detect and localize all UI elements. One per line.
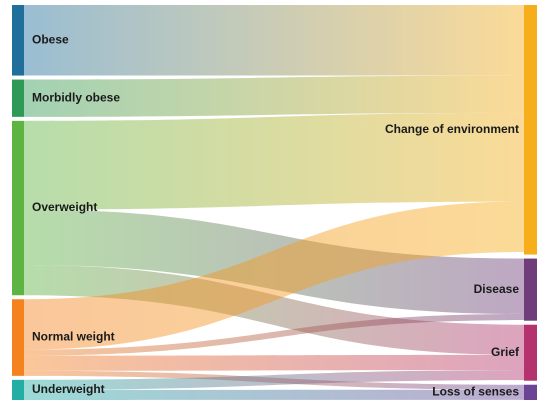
- label-loss-of-senses: Loss of senses: [432, 385, 519, 399]
- sankey-nodes: [12, 5, 537, 400]
- label-disease: Disease: [474, 282, 520, 296]
- link-overweight-to-grief: [24, 264, 524, 355]
- node-grief: [524, 324, 537, 381]
- label-underweight: Underweight: [32, 382, 105, 396]
- label-grief: Grief: [491, 345, 520, 359]
- node-underweight: [12, 379, 24, 400]
- node-obese: [12, 5, 24, 76]
- link-morbidly-obese-to-change-of-environment: [24, 75, 524, 117]
- node-disease: [524, 258, 537, 321]
- node-change-of-environment: [524, 5, 537, 255]
- link-normal-weight-to-change-of-environment: [24, 201, 524, 350]
- link-normal-weight-to-disease: [24, 314, 524, 356]
- link-normal-weight-to-grief: [24, 354, 524, 371]
- node-overweight: [12, 120, 24, 296]
- node-loss-of-senses: [524, 384, 537, 400]
- node-normal-weight: [12, 299, 24, 376]
- label-overweight: Overweight: [32, 200, 97, 214]
- label-obese: Obese: [32, 32, 69, 46]
- link-obese-to-change-of-environment: [24, 5, 524, 76]
- sankey-labels: Obese Morbidly obese Overweight Normal weig…: [32, 32, 520, 398]
- label-change-of-environment: Change of environment: [385, 122, 519, 136]
- link-overweight-to-change-of-environment: [24, 112, 524, 210]
- label-normal-weight: Normal weight: [32, 330, 115, 344]
- sankey-links: [24, 5, 524, 400]
- link-underweight-to-loss-of-senses: [24, 389, 524, 400]
- node-morbidly-obese: [12, 79, 24, 117]
- link-underweight-to-grief: [24, 370, 524, 390]
- label-morbidly-obese: Morbidly obese: [32, 90, 120, 104]
